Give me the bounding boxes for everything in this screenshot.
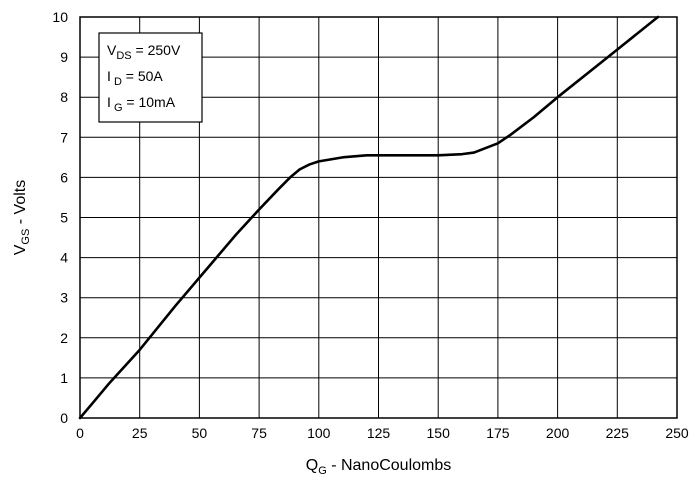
y-tick-label-2: 2 — [60, 330, 68, 346]
y-tick-label-6: 6 — [60, 169, 68, 185]
x-tick-label-25: 25 — [132, 425, 148, 441]
plot-area-border — [79, 16, 678, 419]
series-layer — [78, 15, 660, 420]
annotation-box-frame — [98, 32, 203, 123]
y-axis-title-rest: - Volts — [12, 180, 29, 229]
y-axis-title-sub: GS — [20, 229, 32, 245]
y-tick-label-1: 1 — [60, 370, 68, 386]
annotation-line-0-sub: DS — [116, 50, 131, 62]
annotation-line-1: I D = 50A — [107, 68, 163, 88]
series-line-0 — [78, 15, 660, 420]
x-tick-label-175: 175 — [486, 425, 510, 441]
annotation-line-2: I G = 10mA — [107, 94, 176, 114]
y-tick-label-5: 5 — [60, 210, 68, 226]
annotation-line-0-rest: = 250V — [132, 42, 181, 58]
annotation-line-0: VDS = 250V — [107, 42, 181, 62]
x-tick-label-225: 225 — [606, 425, 630, 441]
y-tick-label-8: 8 — [60, 89, 68, 105]
y-axis-title-main: V — [12, 244, 29, 255]
x-tick-label-125: 125 — [367, 425, 391, 441]
grid — [80, 17, 677, 418]
x-tick-label-75: 75 — [251, 425, 267, 441]
x-axis-title-sub: G — [318, 465, 327, 477]
y-axis-ticks: 0 1 2 3 4 5 6 7 8 9 10 — [52, 9, 68, 426]
x-tick-label-50: 50 — [192, 425, 208, 441]
x-tick-label-200: 200 — [546, 425, 570, 441]
x-tick-label-250: 250 — [665, 425, 689, 441]
annotation-line-0-main: V — [107, 42, 117, 58]
annotation-line-2-rest: = 10mA — [123, 94, 176, 110]
x-axis-title-rest: - NanoCoulombs — [327, 457, 452, 474]
x-axis-title: QG - NanoCoulombs — [306, 457, 452, 477]
x-axis-ticks: 0 25 50 75 100 125 150 175 200 225 250 — [76, 425, 689, 441]
annotation-line-2-main: I — [107, 94, 111, 110]
annotation-line-1-rest: = 50A — [122, 68, 164, 84]
x-tick-label-100: 100 — [307, 425, 331, 441]
y-tick-label-3: 3 — [60, 290, 68, 306]
y-tick-label-0: 0 — [60, 410, 68, 426]
y-axis-title: VGS - Volts — [12, 180, 32, 255]
annotation-line-1-sub: D — [111, 76, 122, 88]
x-tick-label-0: 0 — [76, 425, 84, 441]
y-tick-label-10: 10 — [52, 9, 68, 25]
y-tick-label-9: 9 — [60, 49, 68, 65]
x-tick-label-150: 150 — [427, 425, 451, 441]
y-tick-label-4: 4 — [60, 250, 68, 266]
y-tick-label-7: 7 — [60, 129, 68, 145]
annotation-line-2-sub: G — [111, 102, 123, 114]
x-axis-title-main: Q — [306, 457, 318, 474]
annotation-line-1-main: I — [107, 68, 111, 84]
